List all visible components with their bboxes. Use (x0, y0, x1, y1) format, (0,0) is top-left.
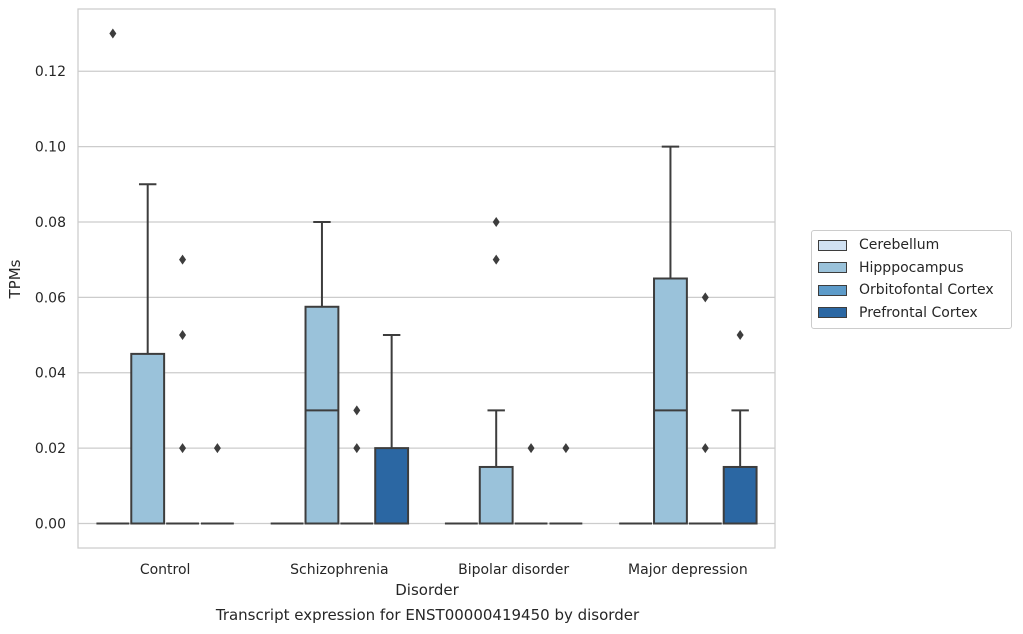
box-hipppocampus (653, 145, 688, 525)
outlier-point (701, 292, 709, 303)
legend-swatch (818, 307, 847, 319)
y-tick-labels: 0.00 0.02 0.04 0.06 0.08 0.10 0.12 (35, 64, 66, 532)
plot-frame (77, 8, 776, 549)
outlier-point (492, 254, 500, 265)
legend-swatch (818, 239, 847, 251)
boxes (96, 28, 758, 525)
box-cerebellum (96, 28, 130, 525)
legend-item: Orbitofontal Cortex (812, 279, 1011, 302)
box-hipppocampus (130, 183, 166, 525)
y-tick-label: 0.00 (35, 517, 66, 533)
outlier-point (179, 443, 187, 454)
outlier-point (353, 443, 361, 454)
outlier-point (213, 443, 221, 454)
y-tick-label: 0.10 (35, 140, 66, 156)
outlier-point (492, 216, 500, 227)
box-iqr (304, 305, 340, 525)
outlier-point (527, 443, 535, 454)
box-prefrontal-cortex (200, 443, 234, 525)
outlier-point (701, 443, 709, 454)
y-tick-label: 0.08 (35, 215, 66, 231)
box-iqr (653, 277, 688, 525)
y-axis-label: TPMs (6, 259, 24, 299)
chart-caption: Transcript expression for ENST0000041945… (215, 606, 640, 624)
legend-swatch (818, 284, 847, 296)
box-iqr (374, 447, 410, 525)
y-tick-label: 0.02 (35, 441, 66, 457)
outlier-point (562, 443, 570, 454)
legend-item: Hipppocampus (812, 257, 1011, 280)
legend-label: Hipppocampus (859, 259, 964, 276)
x-tick-label: Control (140, 562, 191, 578)
box-iqr (130, 352, 166, 525)
box-orbitofontal-cortex (688, 292, 722, 525)
outlier-point (179, 254, 187, 265)
box-orbitofontal-cortex (340, 405, 374, 525)
x-tick-label: Schizophrenia (290, 562, 388, 578)
box-hipppocampus (478, 216, 514, 525)
x-tick-label: Major depression (628, 562, 748, 578)
y-tick-label: 0.12 (35, 64, 66, 80)
outlier-point (179, 330, 187, 341)
legend-swatch (818, 262, 847, 274)
x-axis-label: Disorder (395, 581, 459, 599)
legend-label: Orbitofontal Cortex (859, 282, 994, 299)
y-tick-label: 0.04 (35, 366, 66, 382)
outlier-point (736, 330, 744, 341)
x-tick-label: Bipolar disorder (458, 562, 569, 578)
outlier-point (109, 28, 117, 39)
y-tick-label: 0.06 (35, 290, 66, 306)
box-prefrontal-cortex (549, 443, 583, 525)
legend-item: Cerebellum (812, 234, 1011, 257)
box-prefrontal-cortex (722, 330, 758, 525)
box-prefrontal-cortex (374, 334, 410, 525)
legend-label: Prefrontal Cortex (859, 304, 978, 321)
box-hipppocampus (304, 220, 340, 525)
box-orbitofontal-cortex (514, 443, 548, 525)
box-orbitofontal-cortex (166, 254, 199, 525)
legend-item: Prefrontal Cortex (812, 302, 1011, 325)
legend-label: Cerebellum (859, 237, 940, 254)
x-tick-labels: Control Schizophrenia Bipolar disorder Majo… (140, 562, 748, 578)
grid-lines (78, 70, 775, 525)
box-iqr (478, 465, 514, 525)
outlier-point (353, 405, 361, 416)
box-iqr (722, 465, 758, 525)
legend: Cerebellum Hipppocampus Orbitofontal Corte… (811, 230, 1012, 329)
